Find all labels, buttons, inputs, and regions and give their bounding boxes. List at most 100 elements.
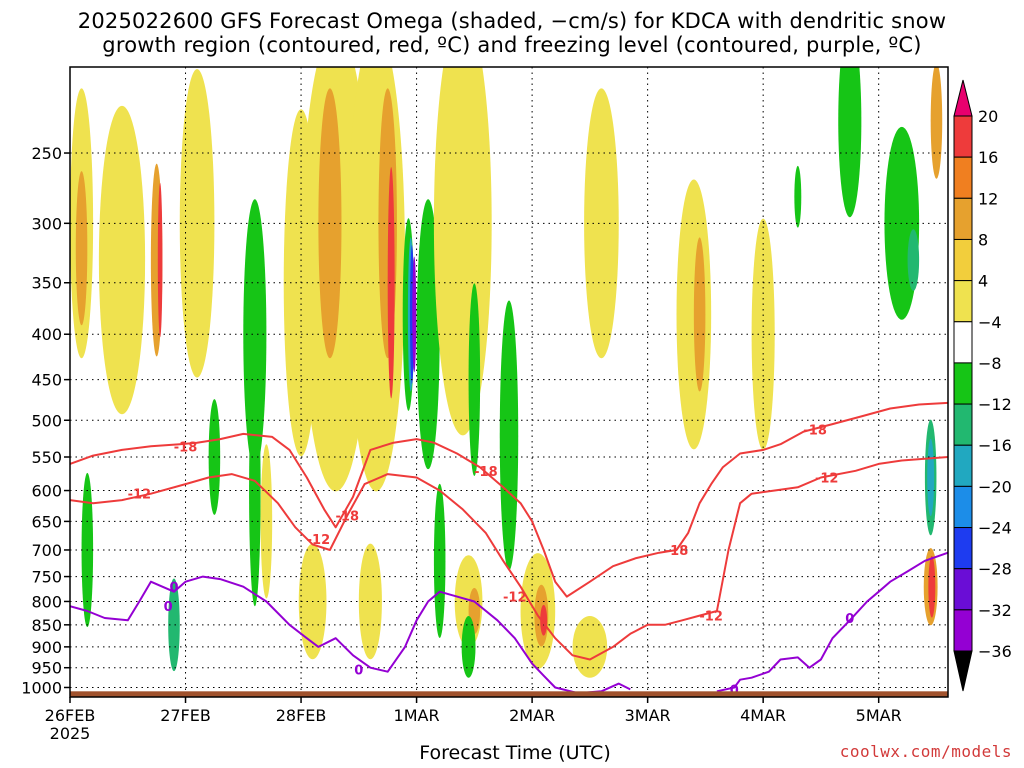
pressure-tick-label: 350 [31,274,62,293]
colorbar-swatch [953,527,973,570]
time-tick-label: 1MAR [394,706,440,725]
pressure-tick-label: 550 [31,448,62,467]
pressure-tick-label: 650 [31,512,62,531]
omega-blob [468,283,481,477]
omega-blob [260,444,273,599]
time-tick-label: 27FEB [160,706,211,725]
colorbar-label: −24 [978,519,1012,538]
colorbar-label: −36 [978,642,1012,661]
time-year-label: 2025 [50,724,91,743]
omega-blob [75,171,88,326]
contour-label: -12 [699,610,723,625]
omega-blob [930,67,943,179]
pressure-tick-label: 850 [31,616,62,635]
pressure-tick-label: 300 [31,214,62,233]
colorbar-label: −32 [978,601,1012,620]
omega-shading [70,67,943,678]
omega-blob [168,578,180,672]
omega-blob [98,105,146,415]
pressure-tick-label: 1000 [21,678,62,697]
colorbar-label: 8 [978,230,988,249]
time-tick-label: 2MAR [509,706,555,725]
colorbar-swatch [953,197,973,240]
pressure-tick-label: 250 [31,144,62,163]
omega-blob [584,88,619,359]
colorbar-swatch [953,321,973,364]
colorbar-swatch [953,238,973,282]
gridlines [69,67,948,697]
pressure-tick-label: 500 [31,411,62,430]
contour-label: -18 [336,509,360,524]
omega-blob [461,616,476,678]
colorbar-swatch [953,403,973,446]
chart-title-line-2: growth region (contoured, red, ºC) and f… [102,33,922,57]
x-axis-title: Forecast Time (UTC) [419,742,611,764]
omega-blob [907,229,920,291]
omega-blob [387,167,395,399]
colorbar-label: −20 [978,477,1012,496]
colorbar-swatch [953,444,973,487]
pressure-tick-label: 950 [31,659,62,678]
omega-blob [157,182,163,338]
contour-line [70,456,948,661]
ground-surface [70,691,948,697]
pressure-tick-label: 900 [31,638,62,657]
pressure-tick-label: 600 [31,482,62,501]
colorbar-swatch [953,156,973,199]
omega-blob [243,199,267,470]
omega-blob [928,555,936,618]
contour-label: -18 [474,465,498,480]
colorbar-legend: 20 16 12 8 4 −4 −8 −12 −16 −20 −24 −28 −32 −36 [953,79,1012,692]
contour-lines: -18 -12 -12 -18 -18 -12 -18 -12 -18 -12 0 0 0 0 0 [70,401,948,698]
omega-blob [572,616,608,678]
colorbar-label: 20 [978,107,998,126]
contour-label: -18 [803,423,827,438]
omega-blob [927,438,935,517]
colorbar-swatch [953,115,973,158]
pressure-tick-label: 750 [31,568,62,587]
contour-label: -12 [128,488,152,503]
pressure-axis: 250 300 350 400 450 500 550 600 650 700 750 800 850 9… [21,144,70,697]
contour-label: 0 [730,683,739,698]
pressure-tick-label: 400 [31,325,62,344]
colorbar-label: −16 [978,436,1012,455]
colorbar-swatch [953,362,973,405]
colorbar-swatch [953,485,973,529]
omega-blob [358,543,382,660]
time-tick-label: 26FEB [45,706,96,725]
omega-blob [540,604,548,636]
omega-blob [249,374,261,607]
time-tick-label: 28FEB [276,706,327,725]
contour-label: 0 [169,581,178,596]
contour-label: 0 [164,600,173,615]
omega-blob [838,67,862,218]
site-credit: coolwx.com/models [839,742,1012,761]
colorbar-label: −4 [978,313,1002,332]
contour-label: -12 [307,533,331,548]
contour-label: 0 [354,664,363,679]
contour-line [70,575,631,695]
omega-blob [794,165,802,228]
colorbar-swatch [953,568,973,611]
contour-line [716,551,948,693]
contour-label: 0 [845,612,854,627]
colorbar-label: 4 [978,272,988,291]
time-tick-label: 3MAR [625,706,671,725]
colorbar-swatch [953,609,973,652]
colorbar-label: −8 [978,354,1002,373]
contour-line [70,401,948,598]
colorbar-swatch [953,280,973,323]
colorbar-label: −28 [978,560,1012,579]
colorbar-top-arrow [953,79,973,117]
time-tick-label: 4MAR [740,706,786,725]
colorbar-label: 16 [978,148,998,167]
omega-blob [693,237,706,392]
omega-blob [412,256,417,373]
colorbar-label: −12 [978,395,1012,414]
omega-blob [433,483,446,638]
contour-label: -18 [174,440,198,455]
pressure-tick-label: 700 [31,541,62,560]
omega-blob [499,300,519,571]
pressure-tick-label: 800 [31,592,62,611]
